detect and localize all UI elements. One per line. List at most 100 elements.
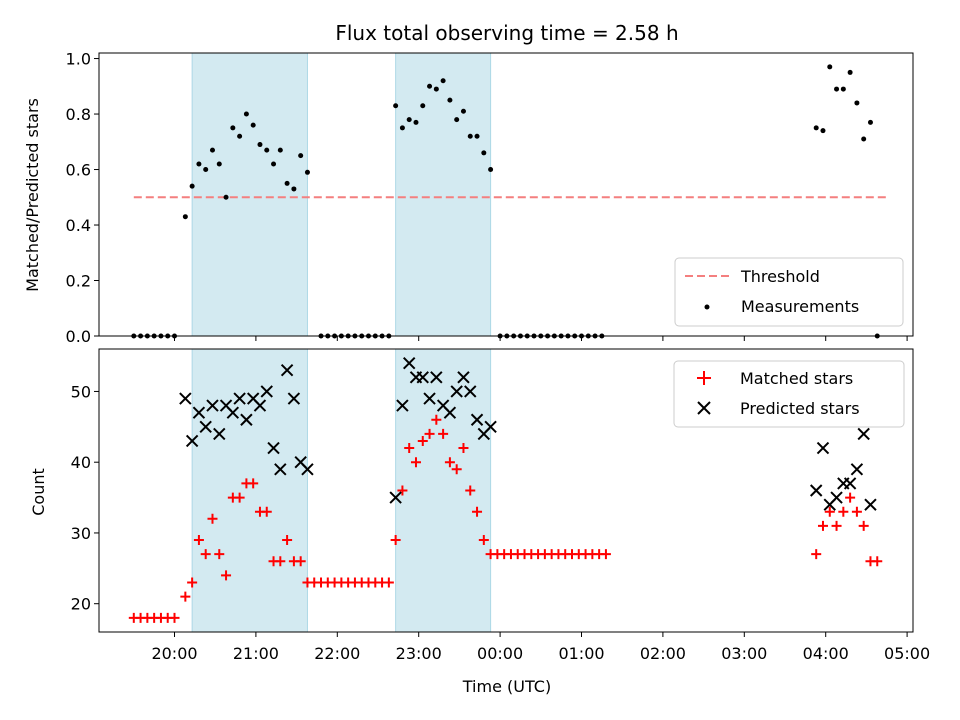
measurement-point	[474, 133, 480, 139]
predicted-star-point	[864, 498, 877, 511]
predicted-star-point	[206, 399, 219, 412]
predicted-star-point	[450, 385, 463, 398]
bottom-panel-frame	[98, 348, 914, 633]
bottom-panel-legend: Matched stars Predicted stars	[673, 360, 905, 428]
x-tick-label: 21:00	[233, 644, 279, 663]
measurement-point	[243, 111, 249, 117]
matched-star-point	[851, 506, 862, 517]
predicted-star-point	[226, 406, 240, 419]
predicted-star-point	[816, 441, 830, 455]
measurement-point	[196, 161, 202, 167]
y-tick-label: 20	[71, 595, 91, 614]
measurement-point	[420, 103, 426, 109]
predicted-star-point	[396, 399, 409, 412]
measurement-point	[840, 86, 846, 92]
measurement-point	[399, 125, 405, 131]
measurement-point	[223, 194, 229, 200]
predicted-star-point	[287, 392, 301, 405]
bottom-panel-y-ticks: 20 30 40 50	[71, 382, 99, 614]
measurement-point	[820, 128, 826, 134]
x-tick-label: 04:00	[803, 644, 849, 663]
top-panel-legend-box	[674, 257, 904, 327]
x-tick-label: 05:00	[884, 644, 930, 663]
top-panel-legend: Threshold Measurements	[674, 257, 904, 327]
legend-matched-swatch	[697, 371, 711, 385]
measurement-point	[189, 183, 195, 189]
measurement-point	[291, 186, 297, 192]
matched-star-point	[831, 520, 842, 531]
matched-star-point	[472, 506, 483, 517]
measurement-point	[867, 119, 873, 125]
legend-predicted-label: Predicted stars	[740, 399, 860, 418]
measurement-point	[209, 147, 215, 153]
predicted-star-point	[274, 463, 287, 476]
measurement-point	[827, 64, 833, 70]
bottom-panel-marks	[128, 356, 883, 623]
shaded-interval-1	[191, 52, 308, 337]
predicted-star-point	[199, 420, 212, 434]
x-tick-label: 01:00	[558, 644, 604, 663]
top-panel-frame	[98, 52, 914, 337]
bottom-panel: 20 30 40 50 20:00 21:00 22:00 23:00 00:00 01:00 0…	[29, 348, 930, 696]
matched-star-point	[872, 556, 883, 567]
matched-star-point	[261, 506, 272, 517]
legend-measurements-label: Measurements	[741, 297, 859, 316]
matched-star-point	[187, 577, 198, 588]
x-tick-label: 00:00	[477, 644, 523, 663]
predicted-star-point	[430, 371, 443, 384]
matched-star-point	[431, 414, 442, 425]
measurement-point	[257, 142, 263, 148]
matched-star-point	[478, 535, 489, 546]
matched-star-point	[221, 570, 232, 581]
predicted-star-point	[843, 477, 857, 490]
matched-star-point	[438, 428, 449, 439]
bottom-panel-legend-box	[673, 360, 905, 428]
y-tick-label: 1.0	[66, 50, 91, 69]
measurement-point	[264, 147, 270, 153]
matched-star-point	[383, 577, 394, 588]
matched-star-point	[838, 506, 849, 517]
measurement-point	[481, 150, 487, 156]
matched-star-point	[397, 485, 408, 496]
measurement-point	[467, 133, 473, 139]
matched-star-point	[824, 506, 835, 517]
shaded-interval-1	[191, 348, 308, 633]
y-tick-label: 0.6	[66, 161, 91, 180]
matched-star-point	[858, 520, 869, 531]
predicted-star-point	[850, 463, 864, 476]
top-panel-y-axis-label: Matched/Predicted stars	[23, 98, 42, 292]
measurement-point	[460, 108, 466, 114]
predicted-star-point	[470, 413, 484, 426]
measurement-point	[834, 86, 840, 92]
measurement-point	[216, 161, 222, 167]
predicted-star-point	[213, 427, 226, 441]
y-tick-label: 40	[71, 453, 91, 472]
measurement-point	[250, 122, 256, 128]
measurement-point	[271, 161, 277, 167]
legend-matched-label: Matched stars	[740, 369, 853, 388]
matched-star-point	[424, 428, 435, 439]
bottom-panel-y-axis-label: Count	[29, 468, 48, 516]
measurement-point	[284, 180, 290, 186]
measurement-point	[406, 117, 412, 123]
predicted-star-point	[233, 392, 246, 405]
measurement-point	[427, 83, 433, 89]
measurement-point	[854, 100, 860, 106]
measurement-point	[237, 133, 243, 139]
measurement-point	[298, 153, 304, 159]
y-tick-label: 50	[71, 382, 91, 401]
shaded-interval-2	[395, 52, 492, 337]
matched-star-point	[817, 520, 828, 531]
predicted-star-point	[185, 434, 199, 448]
y-tick-label: 30	[71, 524, 91, 543]
predicted-star-point	[809, 484, 823, 497]
x-tick-label: 02:00	[640, 644, 686, 663]
predicted-star-point	[443, 406, 457, 419]
measurement-point	[203, 167, 209, 173]
x-tick-label: 23:00	[396, 644, 442, 663]
top-panel-marks	[131, 64, 887, 339]
x-tick-label: 22:00	[314, 644, 360, 663]
measurement-point	[393, 103, 399, 109]
measurement-point	[182, 214, 188, 220]
